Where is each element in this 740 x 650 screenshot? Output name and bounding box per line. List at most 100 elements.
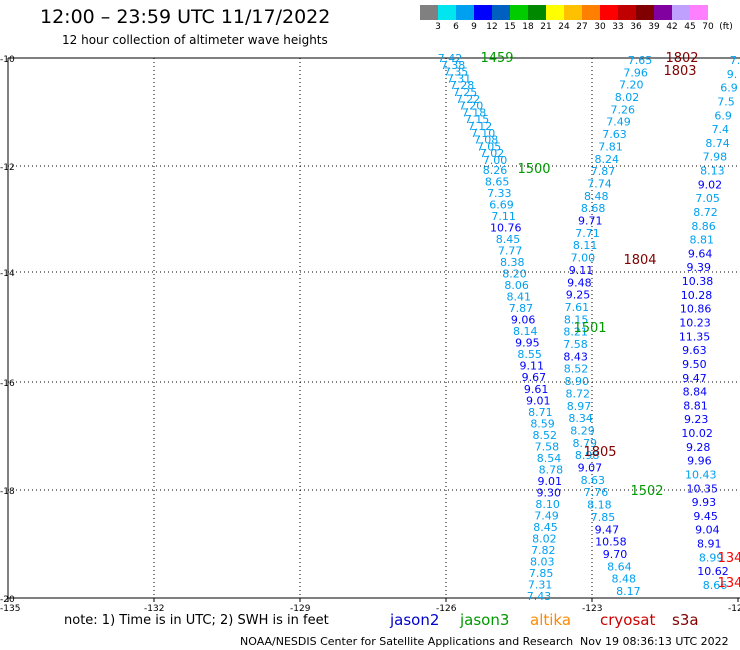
swh-value: 8.84 xyxy=(683,386,708,399)
scale-swatch xyxy=(456,5,474,20)
swh-value: 7.58 xyxy=(563,338,588,351)
scale-label: 15 xyxy=(504,22,516,32)
swh-value: 8.64 xyxy=(607,560,632,573)
swh-value: 7.35 xyxy=(444,66,469,79)
lon-label: -126 xyxy=(436,604,457,614)
swh-value: 7.31 xyxy=(528,578,553,591)
swh-value: 7.00 xyxy=(571,252,596,265)
swh-value: 9.39 xyxy=(686,261,711,274)
scale-label: 24 xyxy=(558,22,570,32)
swh-value: 7.81 xyxy=(598,140,623,153)
swh-value: 7.02 xyxy=(480,147,505,160)
legend-s3a: s3a xyxy=(672,611,699,629)
scale-swatch xyxy=(564,5,582,20)
swh-value: 8.98 xyxy=(575,449,600,462)
swh-value: 7.05 xyxy=(477,140,502,153)
swh-value: 8.06 xyxy=(504,279,529,292)
swh-value: 10.43 xyxy=(685,468,717,481)
lat-label: -20 xyxy=(0,595,15,605)
swh-value: 7.96 xyxy=(623,66,648,79)
swh-value: 8.97 xyxy=(567,400,592,413)
lat-label: -16 xyxy=(0,379,15,389)
time-tag: 134 xyxy=(718,551,740,566)
scale-label: 21 xyxy=(540,22,552,32)
swh-value: 8.10 xyxy=(535,498,560,511)
swh-value: 8.41 xyxy=(507,291,532,304)
lat-label: -10 xyxy=(0,55,15,65)
time-tag: 1804 xyxy=(623,253,656,268)
swh-value: 8.52 xyxy=(564,363,589,376)
swh-value: 7.71 xyxy=(575,227,600,240)
time-tag: 1803 xyxy=(663,64,696,79)
swh-value: 9.07 xyxy=(578,462,603,475)
swh-value: 9.01 xyxy=(538,475,563,488)
swh-value: 10.28 xyxy=(681,289,713,302)
swh-value: 9.48 xyxy=(567,276,592,289)
time-tag: 1500 xyxy=(517,162,550,177)
swh-value: 8.91 xyxy=(697,538,722,551)
scale-swatch xyxy=(636,5,654,20)
scale-label: 9 xyxy=(471,22,477,32)
swh-value: 8.66 xyxy=(703,579,728,592)
swh-value: 7.15 xyxy=(465,113,490,126)
swh-value: 10.35 xyxy=(687,482,719,495)
lon-label: -129 xyxy=(290,604,311,614)
swh-value: 7.05 xyxy=(695,192,720,205)
swh-value: 7.22 xyxy=(456,93,481,106)
swh-value: 9.63 xyxy=(682,344,707,357)
scale-label: 33 xyxy=(612,22,624,32)
page-subtitle: 12 hour collection of altimeter wave hei… xyxy=(62,33,328,47)
time-tag: 1802 xyxy=(665,51,698,66)
lat-label: -12 xyxy=(0,163,15,173)
swh-value: 7.20 xyxy=(459,100,484,113)
scale-label: 39 xyxy=(648,22,660,32)
swh-value: 7.5 xyxy=(717,95,735,108)
swh-value: 7.58 xyxy=(535,440,560,453)
scale-label: 27 xyxy=(576,22,588,32)
swh-value: 8.20 xyxy=(502,268,527,281)
swh-value: 7.4 xyxy=(712,123,730,136)
scale-swatch xyxy=(420,5,438,20)
swh-value: 7.18 xyxy=(462,106,487,119)
scale-swatch xyxy=(672,5,690,20)
swh-value: 11.35 xyxy=(679,330,711,343)
swh-value: 8.02 xyxy=(615,91,640,104)
time-tag: 1805 xyxy=(583,445,616,460)
scale-label: 70 xyxy=(702,22,714,32)
swh-value: 8.21 xyxy=(563,326,588,339)
swh-value: 7.61 xyxy=(565,301,590,314)
swh-value: 9.61 xyxy=(524,383,549,396)
scale-label: 30 xyxy=(594,22,606,32)
scale-label: 3 xyxy=(435,22,441,32)
swh-value: 8.72 xyxy=(565,387,590,400)
swh-value: 8.54 xyxy=(537,452,562,465)
time-tag: 1459 xyxy=(480,51,513,66)
swh-value: 9.47 xyxy=(682,372,707,385)
swh-value: 8.29 xyxy=(570,424,595,437)
swh-value: 7.85 xyxy=(591,511,616,524)
swh-value: 9.01 xyxy=(526,394,551,407)
footer-credit: NOAA/NESDIS Center for Satellite Applica… xyxy=(240,635,574,648)
swh-value: 7.49 xyxy=(606,116,631,129)
swh-value: 7.63 xyxy=(602,128,627,141)
scale-swatch xyxy=(600,5,618,20)
swh-value: 10.58 xyxy=(595,536,627,549)
scale-label: 6 xyxy=(453,22,459,32)
swh-value: 10.62 xyxy=(697,565,729,578)
swh-value: 7.26 xyxy=(610,103,635,116)
swh-value: 7.87 xyxy=(591,165,616,178)
swh-value: 8.65 xyxy=(485,176,510,189)
scale-label: 12 xyxy=(486,22,498,32)
swh-value: 7.98 xyxy=(703,151,728,164)
swh-value: 6.9 xyxy=(720,82,738,95)
page-title: 12:00 – 23:59 UTC 11/17/2022 xyxy=(40,6,331,28)
swh-value: 8.79 xyxy=(572,437,597,450)
swh-value: 7.12 xyxy=(468,120,493,133)
scale-swatch xyxy=(510,5,528,20)
scale-label: 36 xyxy=(630,22,642,32)
swh-value: 10.02 xyxy=(681,427,713,440)
swh-value: 7.31 xyxy=(447,72,472,85)
swh-value: 7.08 xyxy=(474,134,499,147)
swh-value: 9.30 xyxy=(536,486,561,499)
